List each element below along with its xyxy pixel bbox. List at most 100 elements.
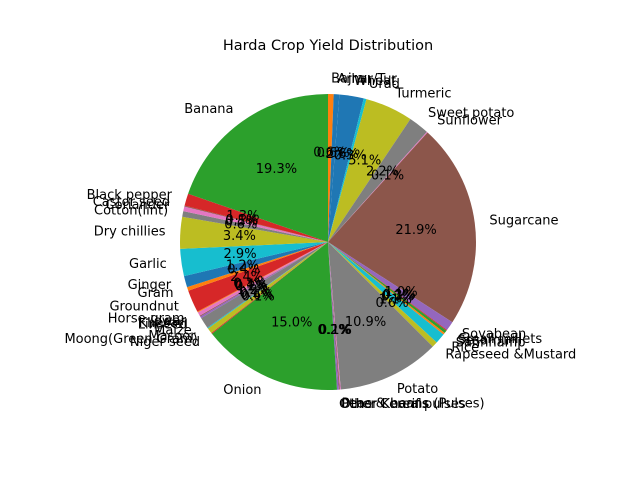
slice-label-coriander: Coriander xyxy=(106,198,170,213)
slice-label-gram: Gram xyxy=(138,286,174,301)
slice-label-banana: Banana xyxy=(184,102,233,117)
slice-percent-sesamum: 0.3% xyxy=(382,288,415,303)
slice-percent-ginger: 1.2% xyxy=(226,258,259,273)
slice-percent-masoor: 0.1% xyxy=(239,286,272,301)
slice-percent-gram: 0.4% xyxy=(227,263,260,278)
slice-percent-jowar: 0.4% xyxy=(234,278,267,293)
pie-slice-sannhamp xyxy=(328,242,445,335)
slice-label-small-millets: Small millets xyxy=(459,332,543,347)
slice-percent-onion: 15.0% xyxy=(271,316,312,331)
pie-slice-sweet-potato xyxy=(328,119,427,242)
slice-label-garlic: Garlic xyxy=(129,257,167,272)
slice-label-peas-beans-pulses: Peas & beans (Pulses) xyxy=(342,397,485,412)
slice-label-jowar: Jowar xyxy=(149,314,186,329)
slice-percent-groundnut: 2.4% xyxy=(230,270,263,285)
slice-percent-wheat: 2.6% xyxy=(326,147,359,162)
slice-percent-soyabean: 1.0% xyxy=(385,285,418,300)
slice-percent-coriander: 0.5% xyxy=(225,215,258,230)
slice-label-sweet-potato: Sweet potato xyxy=(428,106,514,121)
pie-slice-garlic xyxy=(180,242,328,277)
pie-slice-sunflower xyxy=(328,131,428,242)
pie-slice-khesari xyxy=(199,242,328,317)
slice-label-other-cereals: Other Cereals xyxy=(339,397,429,412)
slice-percent-castor-seed: 0.1% xyxy=(225,213,258,228)
slice-label-cotton-lint: Cotton(lint) xyxy=(94,204,168,219)
slice-percent-rice: 1.1% xyxy=(379,292,412,307)
pie-slice-small-millets xyxy=(328,242,447,331)
slice-label-urad: Urad xyxy=(369,77,400,92)
slice-percent-dry-chillies: 3.4% xyxy=(223,229,256,244)
slice-percent-urad: 0.3% xyxy=(334,149,367,164)
slice-label-masoor: Masoor xyxy=(148,329,196,344)
pie-slice-cotton-lint xyxy=(182,211,328,242)
slice-label-arhar-tur: Arhar/Tur xyxy=(337,72,397,87)
slice-percent-other-cereals: 0.2% xyxy=(317,323,350,338)
slice-label-bajra: Bajra xyxy=(331,72,365,87)
slice-label-rapeseed-mustard: Rapeseed &Mustard xyxy=(445,347,576,362)
slice-percent-small-millets: 0.1% xyxy=(383,288,416,303)
pie-slice-groundnut xyxy=(188,242,328,312)
pie-slice-turmeric xyxy=(328,99,411,242)
slice-label-soyabean: Soyabean xyxy=(462,327,526,342)
pie-slice-rice xyxy=(328,242,444,343)
slice-label-moong-green-gram: Moong(Green Gram) xyxy=(64,332,197,347)
pie-slice-bajra xyxy=(328,94,334,242)
pie-slice-soyabean xyxy=(328,242,453,331)
pie-slice-castor-seed xyxy=(184,205,328,242)
slice-percent-arhar-tur: 0.6% xyxy=(317,146,350,161)
slice-percent-potato: 10.9% xyxy=(345,315,386,330)
chart-title: Harda Crop Yield Distribution xyxy=(223,38,433,54)
pie-slices xyxy=(180,94,477,390)
pie-slice-horse-gram xyxy=(197,242,328,313)
pie-slice-sesamum xyxy=(328,242,447,334)
pie-slice-other-cereals xyxy=(328,242,339,390)
slice-percent-garlic: 2.9% xyxy=(224,247,257,262)
pie-slice-onion xyxy=(211,242,338,390)
pie-slice-banana xyxy=(188,94,328,242)
slice-percent-linseed: 0.2% xyxy=(235,280,268,295)
slice-label-rice: Rice xyxy=(451,341,479,356)
slice-percent-sugarcane: 21.9% xyxy=(395,223,436,238)
slice-label-horse-gram: Horse-gram xyxy=(108,311,185,326)
slice-label-khesari: Khesari xyxy=(139,316,187,331)
slice-label-niger-seed: Niger seed xyxy=(130,335,200,350)
slice-label-linseed: Linseed xyxy=(138,317,188,332)
pie-slice-black-pepper xyxy=(184,193,328,242)
slice-percent-turmeric: 5.1% xyxy=(348,154,381,169)
pie-slice-dry-chillies xyxy=(180,216,328,249)
pie-slice-sugarcane xyxy=(328,132,477,323)
slice-label-castor-seed: Castor seed xyxy=(93,195,170,210)
pie-slice-niger-seed xyxy=(211,242,328,334)
slice-percent-khesari: 0.1% xyxy=(235,279,268,294)
slice-percent-horse-gram: 0.1% xyxy=(233,276,266,291)
pie-slice-arhar-tur xyxy=(328,94,340,242)
slice-percent-rapeseed-mustard: 0.6% xyxy=(376,296,409,311)
pie-slice-wheat xyxy=(328,94,364,242)
pie-slice-gram xyxy=(187,242,328,291)
slice-label-sesamum: Sesamum xyxy=(457,333,522,348)
pie-slice-urad xyxy=(328,98,367,242)
slice-percent-niger-seed: 0.1% xyxy=(242,289,275,304)
pie-slice-potato xyxy=(328,242,433,390)
pie-slice-linseed xyxy=(200,242,328,319)
slice-label-other-kharif-pulses: Other Kharif pulses xyxy=(341,397,466,412)
slice-percent-black-pepper: 1.3% xyxy=(226,209,259,224)
pie-slice-rapeseed-mustard xyxy=(328,242,437,347)
slice-label-onion: Onion xyxy=(223,383,261,398)
pie-slice-moong-green-gram xyxy=(207,242,328,334)
slice-percent-other-kharif-pulses: 0.1% xyxy=(318,323,351,338)
pie-slice-ginger xyxy=(183,242,328,288)
pie-slice-coriander xyxy=(183,206,328,242)
slice-label-groundnut: Groundnut xyxy=(109,300,178,315)
slice-percent-sannhamp: 0.2% xyxy=(381,290,414,305)
slice-label-ginger: Ginger xyxy=(128,278,172,293)
slice-percent-banana: 19.3% xyxy=(256,162,297,177)
pie-slice-masoor xyxy=(207,242,328,329)
pie-slice-jowar xyxy=(197,242,328,316)
pie-slice-other-kharif-pulses xyxy=(328,242,340,390)
slice-label-sannhamp: Sannhamp xyxy=(456,335,526,350)
slice-label-sugarcane: Sugarcane xyxy=(489,213,558,228)
